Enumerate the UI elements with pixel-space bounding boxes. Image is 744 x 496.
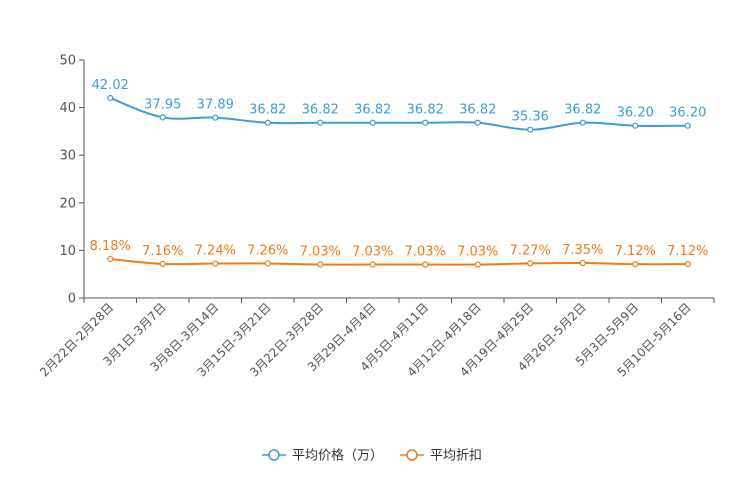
y-tick-label: 40 — [59, 101, 76, 116]
data-label: 7.24% — [195, 244, 236, 259]
x-tick-label: 2月22日-2月28日 — [37, 300, 116, 379]
data-label: 36.82 — [302, 103, 339, 118]
data-point — [159, 114, 166, 121]
data-point — [159, 260, 166, 268]
series-line — [110, 258, 688, 266]
data-label: 7.03% — [457, 245, 498, 260]
data-point — [632, 261, 639, 268]
data-point — [369, 119, 376, 126]
data-label: 7.12% — [615, 244, 656, 259]
data-point — [422, 261, 429, 268]
series-layer: 42.02 37.95 37.89 36.82 36.82 36.82 36.82 36.82… — [90, 78, 708, 268]
legend-label: 平均折扣 — [430, 449, 482, 464]
data-label: 7.26% — [247, 243, 288, 258]
y-tick-label: 20 — [59, 196, 76, 211]
data-label: 35.36 — [512, 110, 549, 125]
data-label: 7.03% — [300, 245, 341, 260]
series-line — [109, 97, 688, 131]
data-point — [527, 126, 534, 133]
data-point — [684, 122, 691, 129]
y-tick-label: 30 — [59, 149, 76, 164]
y-tick-label: 50 — [59, 54, 76, 69]
data-label: 7.35% — [562, 243, 603, 258]
data-label: 36.82 — [459, 103, 496, 118]
data-label: 7.12% — [667, 244, 708, 259]
data-label: 7.03% — [405, 245, 446, 260]
data-point — [579, 259, 586, 267]
data-point — [579, 119, 586, 126]
data-label: 36.82 — [564, 103, 601, 118]
legend-swatch-marker — [268, 449, 280, 461]
data-label: 36.20 — [669, 106, 706, 121]
data-label: 8.18% — [90, 239, 131, 254]
data-point — [317, 119, 324, 126]
y-tick-label: 10 — [59, 244, 76, 259]
data-point — [632, 122, 639, 129]
data-point — [264, 119, 271, 126]
data-label: 37.95 — [144, 97, 181, 112]
data-point — [107, 94, 114, 102]
data-label: 36.20 — [617, 106, 654, 121]
data-point — [422, 119, 429, 126]
data-label: 7.27% — [510, 243, 551, 258]
legend-swatch-marker — [406, 449, 418, 461]
data-label: 42.02 — [92, 78, 129, 93]
legend: 平均价格（万） 平均折扣 — [262, 448, 482, 464]
y-tick-label: 0 — [68, 292, 76, 307]
data-label: 37.89 — [197, 98, 234, 113]
x-axis: 2月22日-2月28日3月1日-3月7日3月8日-3月14日3月15日-3月21… — [37, 297, 715, 380]
data-point — [474, 261, 481, 268]
data-label: 36.82 — [407, 103, 444, 118]
data-point — [369, 261, 376, 268]
data-label: 7.03% — [352, 245, 393, 260]
legend-item-1: 平均价格（万） — [262, 448, 383, 464]
series-2: 8.18% 7.16% 7.24% 7.26% 7.03% 7.03% 7.03% 7.03%… — [90, 239, 708, 268]
data-point — [527, 260, 534, 267]
data-point — [107, 255, 114, 263]
data-point — [264, 260, 271, 267]
data-point — [212, 114, 219, 121]
legend-item-2: 平均折扣 — [400, 449, 482, 464]
data-point — [317, 261, 324, 268]
data-label: 36.82 — [249, 103, 286, 118]
y-axis: 0 10 20 30 40 50 — [59, 54, 85, 307]
data-point — [474, 119, 481, 126]
data-label: 36.82 — [354, 103, 391, 118]
data-point — [212, 260, 219, 267]
legend-label: 平均价格（万） — [292, 448, 383, 464]
series-1: 42.02 37.95 37.89 36.82 36.82 36.82 36.82 36.82… — [92, 78, 706, 133]
data-point — [684, 261, 691, 268]
data-label: 7.16% — [142, 244, 183, 259]
